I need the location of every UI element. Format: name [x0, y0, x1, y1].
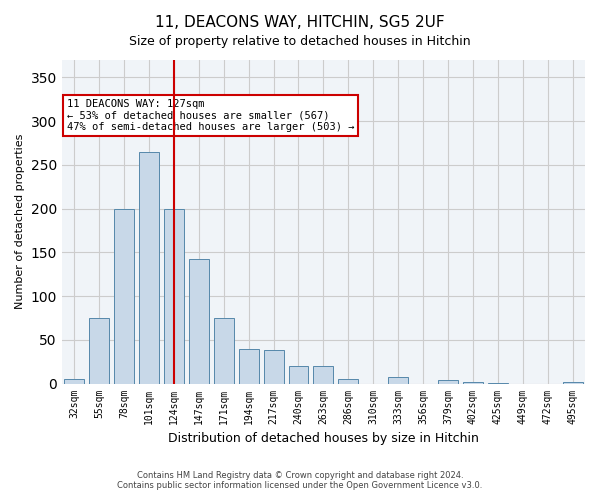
Bar [563, 382, 583, 384]
Bar [239, 348, 259, 384]
Bar [214, 318, 234, 384]
Bar [463, 382, 483, 384]
Bar [64, 379, 84, 384]
Text: 11, DEACONS WAY, HITCHIN, SG5 2UF: 11, DEACONS WAY, HITCHIN, SG5 2UF [155, 15, 445, 30]
Text: 11 DEACONS WAY: 127sqm
← 53% of detached houses are smaller (567)
47% of semi-de: 11 DEACONS WAY: 127sqm ← 53% of detached… [67, 99, 354, 132]
Bar [338, 379, 358, 384]
Bar [313, 366, 334, 384]
Bar [438, 380, 458, 384]
Bar [289, 366, 308, 384]
Bar [139, 152, 159, 384]
Bar [488, 382, 508, 384]
X-axis label: Distribution of detached houses by size in Hitchin: Distribution of detached houses by size … [168, 432, 479, 445]
Text: Contains HM Land Registry data © Crown copyright and database right 2024.
Contai: Contains HM Land Registry data © Crown c… [118, 470, 482, 490]
Bar [164, 208, 184, 384]
Text: Size of property relative to detached houses in Hitchin: Size of property relative to detached ho… [129, 35, 471, 48]
Y-axis label: Number of detached properties: Number of detached properties [15, 134, 25, 310]
Bar [263, 350, 284, 384]
Bar [114, 208, 134, 384]
Bar [89, 318, 109, 384]
Bar [388, 378, 408, 384]
Bar [189, 258, 209, 384]
